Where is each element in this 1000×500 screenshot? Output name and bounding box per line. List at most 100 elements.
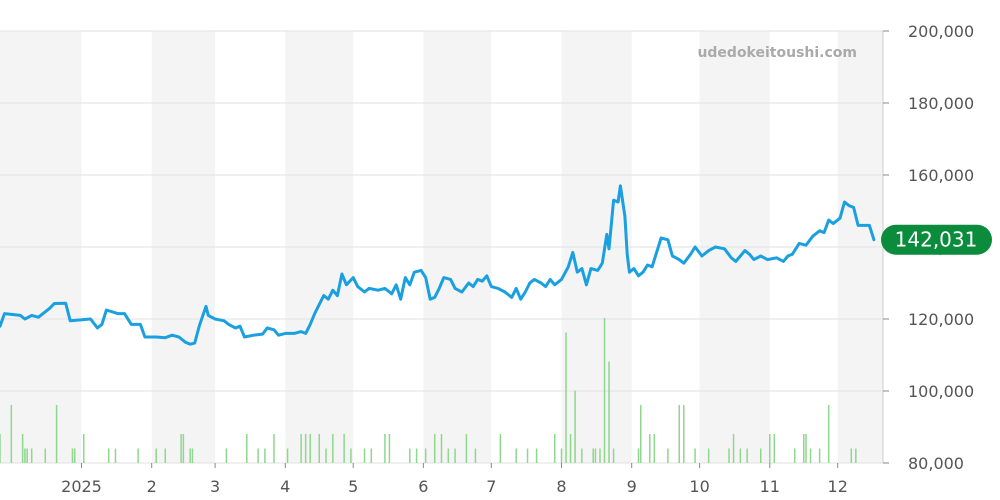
volume-bar	[759, 448, 762, 463]
volume-bar	[304, 434, 307, 463]
volume-bar	[581, 448, 583, 463]
x-tick-label: 7	[486, 477, 496, 496]
volume-bar	[454, 448, 456, 463]
volume-bar	[246, 434, 248, 463]
volume-bar	[769, 434, 771, 463]
volume-bar	[189, 448, 191, 463]
volume-bar	[325, 448, 327, 463]
volume-bar	[592, 448, 594, 463]
volume-bar	[10, 405, 13, 463]
volume-bar	[694, 448, 696, 463]
volume-bar	[182, 434, 185, 463]
volume-bar	[273, 434, 275, 463]
volume-bar	[639, 405, 642, 463]
volume-bar	[603, 318, 606, 463]
volume-bar	[653, 434, 656, 463]
volume-bar	[26, 448, 28, 463]
x-tick-label: 10	[689, 477, 709, 496]
volume-bar	[21, 434, 24, 463]
volume-bar	[565, 332, 567, 463]
volume-bar	[526, 448, 529, 463]
volume-bar	[309, 434, 311, 463]
volume-bar	[599, 448, 601, 463]
volume-bar	[553, 434, 556, 463]
volume-bar	[155, 448, 157, 463]
volume-bar	[24, 448, 26, 463]
volume-bar	[637, 448, 640, 463]
volume-bar	[350, 448, 352, 463]
volume-bar	[264, 448, 266, 463]
volume-bar	[732, 434, 735, 463]
y-tick-label: 80,000	[908, 454, 964, 473]
volume-bar	[318, 434, 320, 463]
x-tick-label: 8	[556, 477, 566, 496]
volume-bar	[225, 448, 228, 463]
x-tick-label: 11	[760, 477, 780, 496]
volume-bar	[474, 448, 477, 463]
x-tick-label: 2025	[61, 477, 102, 496]
current-value-badge: 142,031	[881, 224, 992, 255]
x-tick-label: 5	[348, 477, 358, 496]
volume-bar	[612, 448, 615, 463]
gridlines	[0, 30, 883, 464]
volume-bar	[608, 361, 610, 463]
volume-bar	[746, 448, 748, 463]
volume-bar	[114, 448, 117, 463]
volume-bar	[164, 448, 167, 463]
volume-bar	[574, 390, 576, 463]
y-tick-label: 100,000	[908, 382, 974, 401]
volume-bar	[384, 434, 386, 463]
volume-bar	[370, 448, 373, 463]
x-tick-label: 6	[418, 477, 428, 496]
volume-bar	[55, 405, 58, 463]
y-tick-label: 180,000	[908, 94, 974, 113]
volume-bar	[300, 434, 302, 463]
volume-bar	[678, 405, 680, 463]
volume-bar	[388, 434, 391, 463]
volume-bars	[0, 318, 857, 463]
volume-bar	[83, 434, 85, 463]
x-axis-ticks: 2025 2 3 4 5 6 7 8 9 10 11 12	[61, 463, 848, 496]
volume-bar	[805, 434, 807, 463]
volume-bar	[707, 448, 710, 463]
volume-bar	[180, 434, 182, 463]
volume-bar	[30, 448, 33, 463]
volume-bar	[343, 434, 345, 463]
volume-bar	[739, 448, 742, 463]
volume-bar	[363, 448, 366, 463]
volume-bar	[424, 448, 427, 463]
volume-bar	[44, 448, 47, 463]
volume-bar	[71, 448, 74, 463]
y-tick-label: 120,000	[908, 310, 974, 329]
volume-bar	[649, 434, 651, 463]
volume-bar	[440, 434, 443, 463]
current-value-label: 142,031	[895, 228, 978, 252]
volume-bar	[818, 448, 821, 463]
volume-bar	[499, 434, 502, 463]
volume-bar	[286, 448, 289, 463]
volume-bar	[773, 434, 776, 463]
volume-bar	[667, 448, 669, 463]
current-value-badge-bg	[881, 224, 992, 255]
volume-bar	[415, 448, 418, 463]
volume-bar	[137, 448, 139, 463]
volume-bar	[73, 448, 76, 463]
volume-bar	[191, 448, 194, 463]
volume-bar	[332, 434, 334, 463]
volume-bar	[728, 448, 730, 463]
watermark: udedokeitoushi.com	[697, 45, 857, 61]
x-tick-label: 3	[210, 477, 220, 496]
volume-bar	[433, 434, 436, 463]
volume-bar	[0, 434, 1, 463]
volume-bar	[257, 448, 259, 463]
volume-bar	[535, 448, 538, 463]
volume-bar	[793, 448, 796, 463]
x-tick-label: 2	[147, 477, 157, 496]
y-tick-label: 160,000	[908, 166, 974, 185]
x-tick-label: 12	[828, 477, 848, 496]
volume-bar	[569, 434, 572, 463]
volume-bar	[465, 434, 468, 463]
volume-bar	[594, 448, 597, 463]
